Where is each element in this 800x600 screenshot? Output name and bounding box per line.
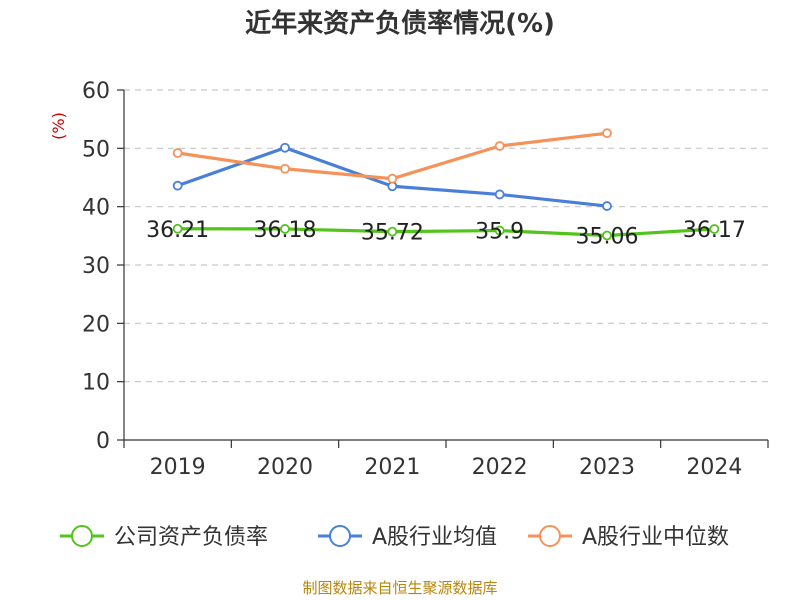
legend-label: A股行业均值 <box>372 525 497 550</box>
data-point <box>709 224 720 234</box>
legend-swatch-marker <box>71 525 93 547</box>
data-point <box>172 148 183 158</box>
series-1 <box>172 142 612 211</box>
legend-swatch-marker <box>539 525 561 547</box>
x-tick-label: 2019 <box>150 455 206 480</box>
legend[interactable]: 公司资产负债率 A股行业均值 A股行业中位数 <box>60 525 729 550</box>
series-line <box>177 131 608 181</box>
data-point <box>602 230 612 241</box>
legend-label: 公司资产负债率 <box>114 525 268 550</box>
x-tick-label: 2022 <box>472 455 528 480</box>
chart-title: 近年来资产负债率情况(%) <box>245 8 555 39</box>
data-point <box>172 180 183 191</box>
y-tick-label: 50 <box>82 137 110 162</box>
series-layer <box>172 128 720 241</box>
data-point <box>494 141 505 151</box>
y-tick-label: 30 <box>82 254 110 279</box>
x-tick-label: 2021 <box>364 455 420 480</box>
source-note: 制图数据来自恒生聚源数据库 <box>302 579 497 597</box>
data-point <box>494 189 505 200</box>
y-tick-label: 10 <box>82 371 110 396</box>
legend-item[interactable]: 公司资产负债率 <box>60 525 268 550</box>
legend-label: A股行业中位数 <box>582 525 729 550</box>
y-tick-label: 40 <box>82 196 110 221</box>
y-tick-label: 60 <box>82 79 110 104</box>
data-point <box>494 225 505 236</box>
data-point <box>280 224 290 234</box>
x-tick-label: 2023 <box>579 455 635 480</box>
data-point <box>280 163 290 174</box>
y-tick-labels: 0 10 20 30 40 50 60 <box>82 79 110 454</box>
legend-item[interactable]: A股行业均值 <box>318 525 497 550</box>
legend-item[interactable]: A股行业中位数 <box>528 525 729 550</box>
data-label: 35.06 <box>576 224 639 249</box>
x-tick-labels: 2019 2020 2021 2022 2023 2024 <box>150 455 743 480</box>
data-label: 36.21 <box>146 218 209 243</box>
grid <box>124 89 768 383</box>
x-tick-label: 2020 <box>257 455 313 480</box>
data-point <box>387 173 398 184</box>
series-line <box>177 227 715 238</box>
y-axis-unit: (%) <box>49 112 68 140</box>
data-point <box>280 142 290 153</box>
y-tick-label: 20 <box>82 312 110 337</box>
data-point <box>602 201 612 211</box>
data-point <box>387 226 398 237</box>
y-tick-label: 0 <box>96 429 110 454</box>
data-label: 35.72 <box>361 221 424 246</box>
data-label: 35.9 <box>475 220 524 245</box>
x-tick-label: 2024 <box>686 455 742 480</box>
data-point <box>602 128 612 139</box>
legend-swatch-marker <box>329 525 351 547</box>
data-label: 36.18 <box>254 218 317 243</box>
axes <box>117 89 769 448</box>
series-2 <box>172 128 612 184</box>
data-label: 36.17 <box>683 218 746 243</box>
series-0 <box>172 223 720 241</box>
data-point <box>172 223 183 234</box>
data-labels: 36.21 36.18 35.72 35.9 35.06 36.17 <box>146 218 746 250</box>
